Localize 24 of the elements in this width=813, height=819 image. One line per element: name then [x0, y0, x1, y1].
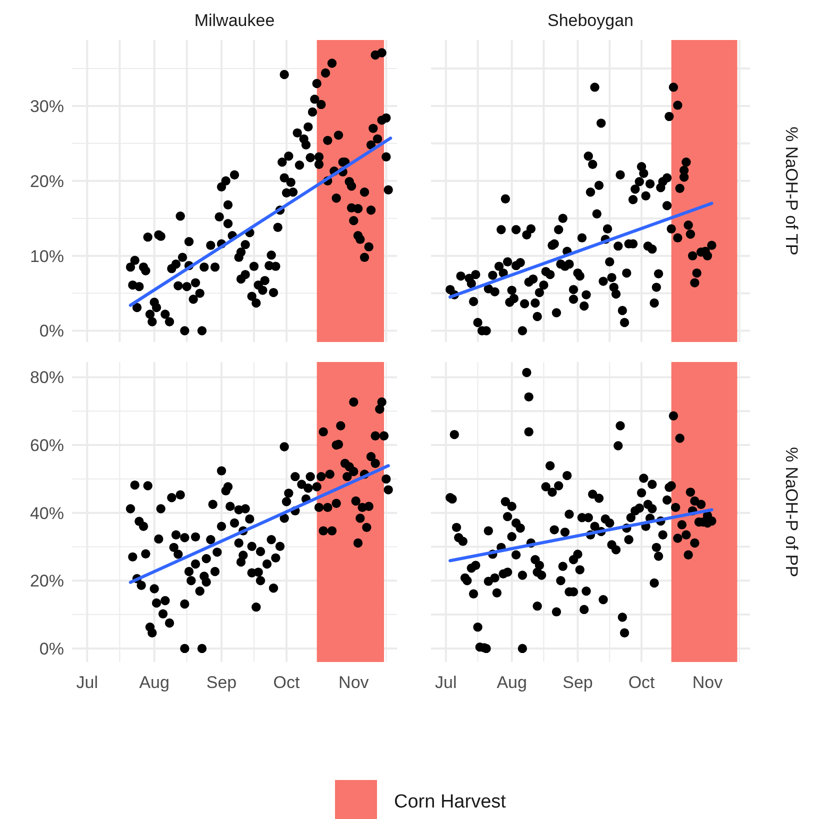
y-tick-label: 20%: [30, 172, 64, 191]
x-tick-label: Nov: [692, 673, 724, 692]
x-tick-label: Sep: [562, 673, 593, 692]
x-tick-label: Aug: [496, 673, 527, 692]
y-tick-label: 30%: [30, 96, 64, 116]
x-tick-label: Jul: [76, 673, 98, 692]
legend-label: Corn Harvest: [394, 792, 507, 813]
x-tick-label: Sep: [206, 673, 237, 692]
x-tick-label: Jul: [435, 673, 457, 692]
y-tick-label: 80%: [30, 368, 64, 388]
chart-title: Sheboygan: [547, 11, 634, 30]
y-tick-label: 10%: [30, 246, 64, 266]
y-tick-label: 20%: [30, 572, 64, 591]
chart-title: Milwaukee: [194, 11, 275, 30]
y-tick-label: 40%: [30, 504, 64, 523]
y-tick-label: 60%: [30, 436, 64, 455]
y-axis-title: % NaOH-P of PP: [782, 446, 801, 578]
y-tick-label: 0%: [39, 322, 64, 341]
x-tick-label: Nov: [338, 673, 370, 692]
x-tick-label: Oct: [628, 673, 656, 692]
x-tick-label: Oct: [273, 673, 300, 692]
x-tick-label: Aug: [139, 673, 170, 692]
y-tick-label: 0%: [39, 639, 64, 658]
y-axis-title: % NaOH-P of TP: [782, 126, 801, 256]
